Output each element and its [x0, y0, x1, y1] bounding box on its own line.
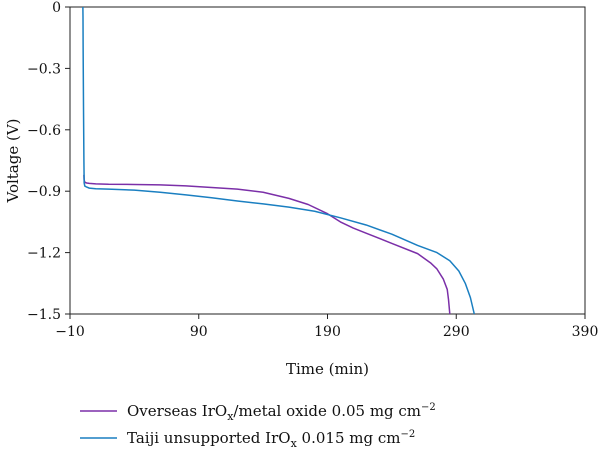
legend: Overseas IrOx/metal oxide 0.05 mg cm−2 Ta… [80, 402, 436, 450]
y-tick-label: −0.3 [27, 61, 61, 77]
series-line-1 [83, 174, 451, 315]
x-tick-label: 190 [314, 324, 341, 340]
x-tick-label: 90 [190, 324, 208, 340]
legend-label-2: Taiji unsupported IrOx 0.015 mg cm−2 [127, 429, 415, 450]
x-tick-label: 390 [572, 324, 599, 340]
y-tick-label: 0 [52, 0, 61, 16]
series-line-2 [82, 6, 476, 315]
y-tick-label: −1.2 [27, 246, 61, 262]
x-tick-label: 290 [443, 324, 470, 340]
y-tick-label: −0.6 [27, 123, 61, 139]
y-axis-ticks: 0 −0.3 −0.6 −0.9 −1.2 −1.5 [27, 0, 70, 323]
x-tick-label: −10 [55, 324, 85, 340]
y-tick-label: −1.5 [27, 307, 61, 323]
legend-label-1: Overseas IrOx/metal oxide 0.05 mg cm−2 [127, 402, 436, 423]
plot-frame [69, 6, 586, 315]
y-axis-title: Voltage (V) [4, 118, 22, 203]
x-axis-ticks: −10 90 190 290 390 [55, 314, 598, 340]
series-layer [82, 6, 476, 315]
x-axis-title: Time (min) [286, 360, 369, 378]
y-tick-label: −0.9 [27, 184, 61, 200]
